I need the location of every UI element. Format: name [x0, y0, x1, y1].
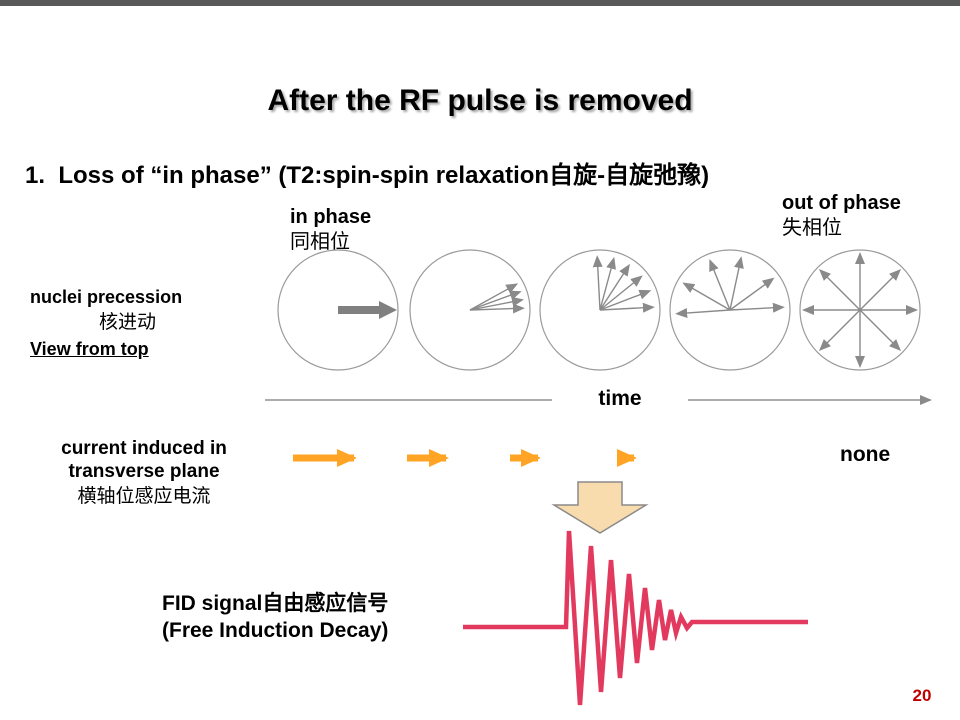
label-current-line2: transverse plane	[68, 461, 220, 482]
page-number: 20	[912, 686, 932, 705]
label-fid-line2: (Free Induction Decay)	[162, 619, 389, 642]
label-none: none	[840, 443, 891, 466]
label-in-phase: in phase 同相位	[290, 205, 371, 255]
label-current-induced: current induced in transverse plane 横轴位感…	[28, 437, 260, 510]
label-out-of-phase-zh: 失相位	[782, 217, 842, 239]
label-fid-signal: FID signal自由感应信号 (Free Induction Decay)	[162, 590, 388, 644]
down-block-arrow-icon	[551, 481, 649, 534]
label-current-zh: 横轴位感应电流	[77, 486, 211, 507]
spin-phase-circles	[277, 249, 921, 371]
label-time: time	[560, 387, 680, 411]
label-view-from-top: View from top	[30, 339, 149, 359]
label-nuclei-precession-zh: 核进动	[98, 312, 156, 333]
slide-top-bar	[0, 0, 960, 6]
label-nuclei-precession: nuclei precession 核进动 View from top	[30, 284, 225, 362]
label-in-phase-zh: 同相位	[290, 231, 350, 253]
fid-signal-curve	[463, 530, 808, 706]
label-out-of-phase: out of phase 失相位	[782, 191, 901, 241]
label-current-line1: current induced in	[61, 438, 227, 459]
label-in-phase-en: in phase	[290, 206, 372, 228]
heading-loss-of-in-phase: 1. Loss of “in phase” (T2:spin-spin rela…	[25, 162, 710, 189]
label-out-of-phase-en: out of phase	[782, 192, 901, 214]
slide-title: After the RF pulse is removed	[267, 84, 693, 117]
label-fid-line1: FID signal自由感应信号	[162, 592, 389, 615]
label-nuclei-precession-en: nuclei precession	[30, 287, 183, 307]
